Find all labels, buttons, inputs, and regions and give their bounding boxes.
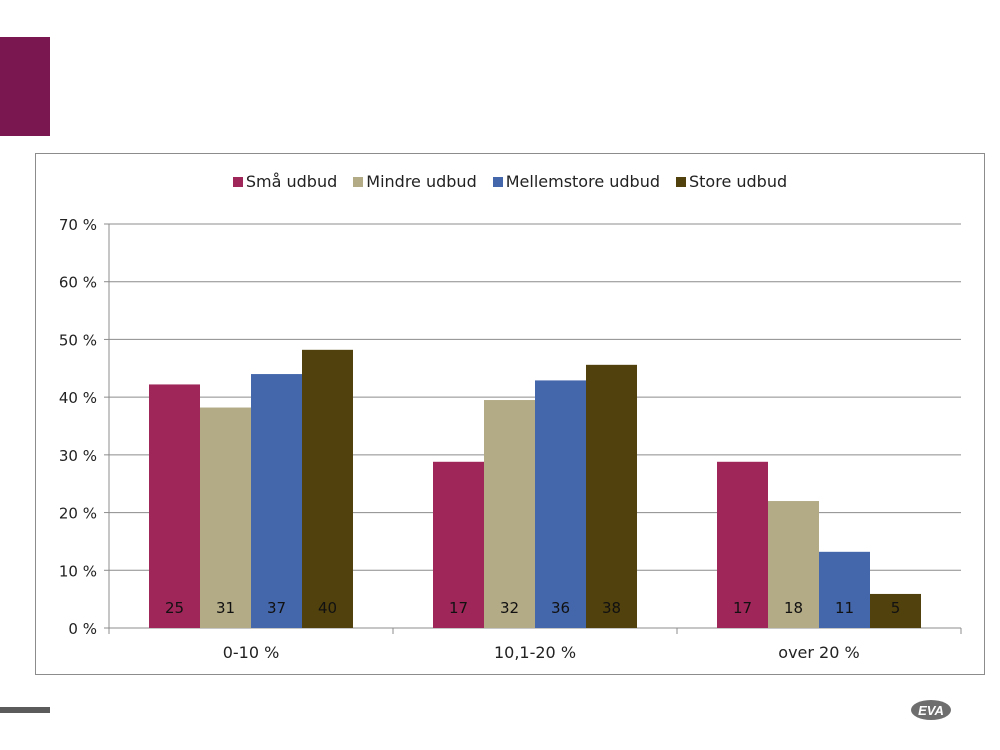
footer-bar <box>0 707 50 713</box>
bar-data-label: 17 <box>733 599 752 617</box>
legend-swatch <box>676 176 686 187</box>
y-tick-label: 70 % <box>59 216 97 234</box>
bar-data-label: 25 <box>165 599 184 617</box>
bar-data-label: 37 <box>267 599 286 617</box>
legend-item: Mellemstore udbud <box>492 172 660 191</box>
bar-data-label: 18 <box>784 599 803 617</box>
title-accent-block <box>0 37 50 136</box>
bar-data-label: 11 <box>835 599 854 617</box>
bar <box>251 374 302 628</box>
x-category-label: over 20 % <box>778 643 859 662</box>
bar-data-label: 17 <box>449 599 468 617</box>
bar <box>870 593 921 628</box>
y-tick-label: 50 % <box>59 331 97 349</box>
bar <box>535 380 586 628</box>
legend-swatch <box>232 176 243 187</box>
bar-data-label: 32 <box>500 599 519 617</box>
bar <box>149 384 200 628</box>
y-tick-label: 20 % <box>59 505 97 523</box>
legend-label: Store udbud <box>689 172 788 191</box>
y-tick-label: 60 % <box>59 274 97 292</box>
bar-data-label: 31 <box>216 599 235 617</box>
bar <box>302 349 353 628</box>
bar <box>484 400 535 628</box>
logo-text: EVA <box>918 703 944 718</box>
y-tick-label: 0 % <box>68 620 97 638</box>
legend-label: Små udbud <box>245 172 338 191</box>
legend-label: Mindre udbud <box>366 172 477 191</box>
x-category-label: 10,1-20 % <box>494 643 576 662</box>
legend-item: Mindre udbud <box>353 172 477 191</box>
legend-swatch <box>492 176 503 187</box>
chart-frame: Små udbud Mindre udbud Mellemstore udbud St… <box>35 153 985 675</box>
bar <box>717 461 768 628</box>
bar-data-label: 38 <box>602 599 621 617</box>
bar-data-label: 36 <box>551 599 570 617</box>
bar <box>819 551 870 628</box>
bar-data-label: 5 <box>891 599 901 617</box>
y-tick-label: 30 % <box>59 447 97 465</box>
bar-data-label: 40 <box>318 599 337 617</box>
bar <box>768 501 819 628</box>
legend-item: Store udbud <box>676 172 787 191</box>
chart-legend: Små udbud Mindre udbud Mellemstore udbud St… <box>36 172 984 191</box>
bar <box>586 364 637 628</box>
legend-item: Små udbud <box>232 172 338 191</box>
x-category-label: 0-10 % <box>223 643 280 662</box>
y-tick-label: 40 % <box>59 389 97 407</box>
bar-chart: 0 % 10 % 20 % 30 % 40 % 50 % 60 % 70 % 25 31 37 40 0… <box>59 216 962 662</box>
y-tick-label: 10 % <box>59 562 97 580</box>
bar <box>200 407 251 628</box>
eva-logo: EVA <box>911 700 951 720</box>
legend-swatch <box>353 176 364 187</box>
legend-label: Mellemstore udbud <box>505 172 660 191</box>
bar <box>433 461 484 628</box>
